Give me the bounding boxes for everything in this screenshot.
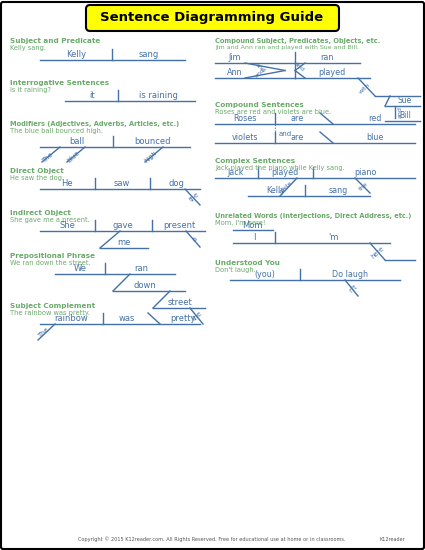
Text: The: The [37, 326, 51, 338]
Text: Kelly: Kelly [66, 50, 86, 59]
FancyBboxPatch shape [86, 5, 339, 31]
Text: Bill: Bill [399, 111, 411, 120]
Text: down: down [133, 281, 156, 290]
Text: K12reader: K12reader [379, 537, 405, 542]
Text: with: with [358, 81, 371, 95]
Text: He: He [61, 179, 73, 188]
Text: Understood You: Understood You [215, 260, 280, 266]
Text: saw: saw [114, 179, 130, 188]
Text: and: and [254, 62, 266, 74]
Text: The rainbow was pretty.: The rainbow was pretty. [10, 310, 90, 316]
Text: and: and [254, 67, 266, 79]
Text: Interrogative Sentences: Interrogative Sentences [10, 80, 109, 86]
Text: sang: sang [329, 186, 348, 195]
Text: Direct Object: Direct Object [10, 168, 64, 174]
Text: Subject and Predicate: Subject and Predicate [10, 38, 100, 44]
Text: present: present [163, 221, 195, 230]
Text: Kelly: Kelly [266, 186, 286, 195]
Text: Modifiers (Adjectives, Adverbs, Articles, etc.): Modifiers (Adjectives, Adverbs, Articles… [10, 121, 179, 127]
Text: the: the [192, 310, 204, 322]
Text: Indirect Object: Indirect Object [10, 210, 71, 216]
Text: Unrelated Words (Interjections, Direct Address, etc.): Unrelated Words (Interjections, Direct A… [215, 213, 411, 219]
Text: n't: n't [348, 284, 358, 294]
Text: We ran down the street.: We ran down the street. [10, 260, 91, 266]
Text: ran: ran [320, 53, 334, 62]
Text: blue: blue [65, 150, 80, 164]
Text: gave: gave [113, 221, 133, 230]
Text: Ann: Ann [227, 68, 243, 77]
Text: it: it [89, 91, 95, 100]
Text: while: while [278, 180, 294, 194]
Text: The: The [41, 151, 55, 163]
Text: street: street [167, 298, 193, 307]
Text: The blue ball bounced high.: The blue ball bounced high. [10, 128, 103, 134]
Text: Jack played the piano while Kelly sang.: Jack played the piano while Kelly sang. [215, 165, 345, 171]
Text: sang: sang [139, 50, 159, 59]
Text: Mom, I'm here!: Mom, I'm here! [215, 220, 266, 226]
Text: Compound Sentences: Compound Sentences [215, 102, 304, 108]
Text: played: played [272, 168, 299, 177]
Text: I: I [253, 233, 255, 242]
Text: me: me [117, 238, 131, 247]
Text: She gave me a present.: She gave me a present. [10, 217, 90, 223]
Text: Prepositional Phrase: Prepositional Phrase [10, 253, 95, 259]
Text: the: the [189, 191, 201, 203]
Text: ran: ran [134, 264, 148, 273]
Text: Jim: Jim [229, 53, 241, 62]
Text: ball: ball [69, 137, 85, 146]
Text: violets: violets [232, 133, 258, 142]
Text: are: are [290, 114, 303, 123]
Text: Is it raining?: Is it raining? [10, 87, 51, 93]
Text: rainbow: rainbow [54, 314, 88, 323]
Text: Kelly sang.: Kelly sang. [10, 45, 46, 51]
Text: are: are [290, 133, 303, 142]
Text: high: high [144, 150, 159, 164]
Text: bounced: bounced [135, 137, 171, 146]
Text: dog: dog [168, 179, 184, 188]
Text: Sue: Sue [398, 96, 412, 105]
Text: Roses are red and violets are blue.: Roses are red and violets are blue. [215, 109, 331, 115]
Text: She: She [59, 221, 75, 230]
Text: Mom: Mom [242, 221, 262, 230]
Text: Don't laugh.: Don't laugh. [215, 267, 256, 273]
Text: a: a [191, 235, 198, 243]
Text: Jack: Jack [228, 168, 244, 177]
Text: and: and [279, 130, 292, 136]
Text: is raining: is raining [139, 91, 177, 100]
Text: blue: blue [366, 133, 384, 142]
Text: Subject Complement: Subject Complement [10, 303, 95, 309]
Text: red: red [368, 114, 382, 123]
Text: played: played [318, 68, 346, 77]
Text: Complex Sentences: Complex Sentences [215, 158, 295, 164]
Text: He saw the dog.: He saw the dog. [10, 175, 64, 181]
Text: here: here [370, 245, 385, 259]
Text: the: the [358, 180, 369, 191]
Text: Do laugh: Do laugh [332, 270, 368, 279]
Text: Sentence Diagramming Guide: Sentence Diagramming Guide [100, 12, 323, 25]
Text: We: We [74, 264, 87, 273]
Text: 'm: 'm [328, 233, 338, 242]
Text: (you): (you) [255, 270, 275, 279]
Text: piano: piano [354, 168, 376, 177]
Text: Roses: Roses [233, 114, 257, 123]
Text: Jim and Ann ran and played with Sue and Bill.: Jim and Ann ran and played with Sue and … [215, 45, 359, 50]
Text: pretty: pretty [170, 314, 196, 323]
Text: and: and [293, 61, 305, 73]
Text: and: and [397, 106, 402, 118]
Text: Copyright © 2015 K12reader.com. All Rights Reserved. Free for educational use at: Copyright © 2015 K12reader.com. All Righ… [78, 536, 346, 542]
Text: was: was [119, 314, 135, 323]
Text: Compound Subject, Predicates, Objects, etc.: Compound Subject, Predicates, Objects, e… [215, 38, 380, 44]
